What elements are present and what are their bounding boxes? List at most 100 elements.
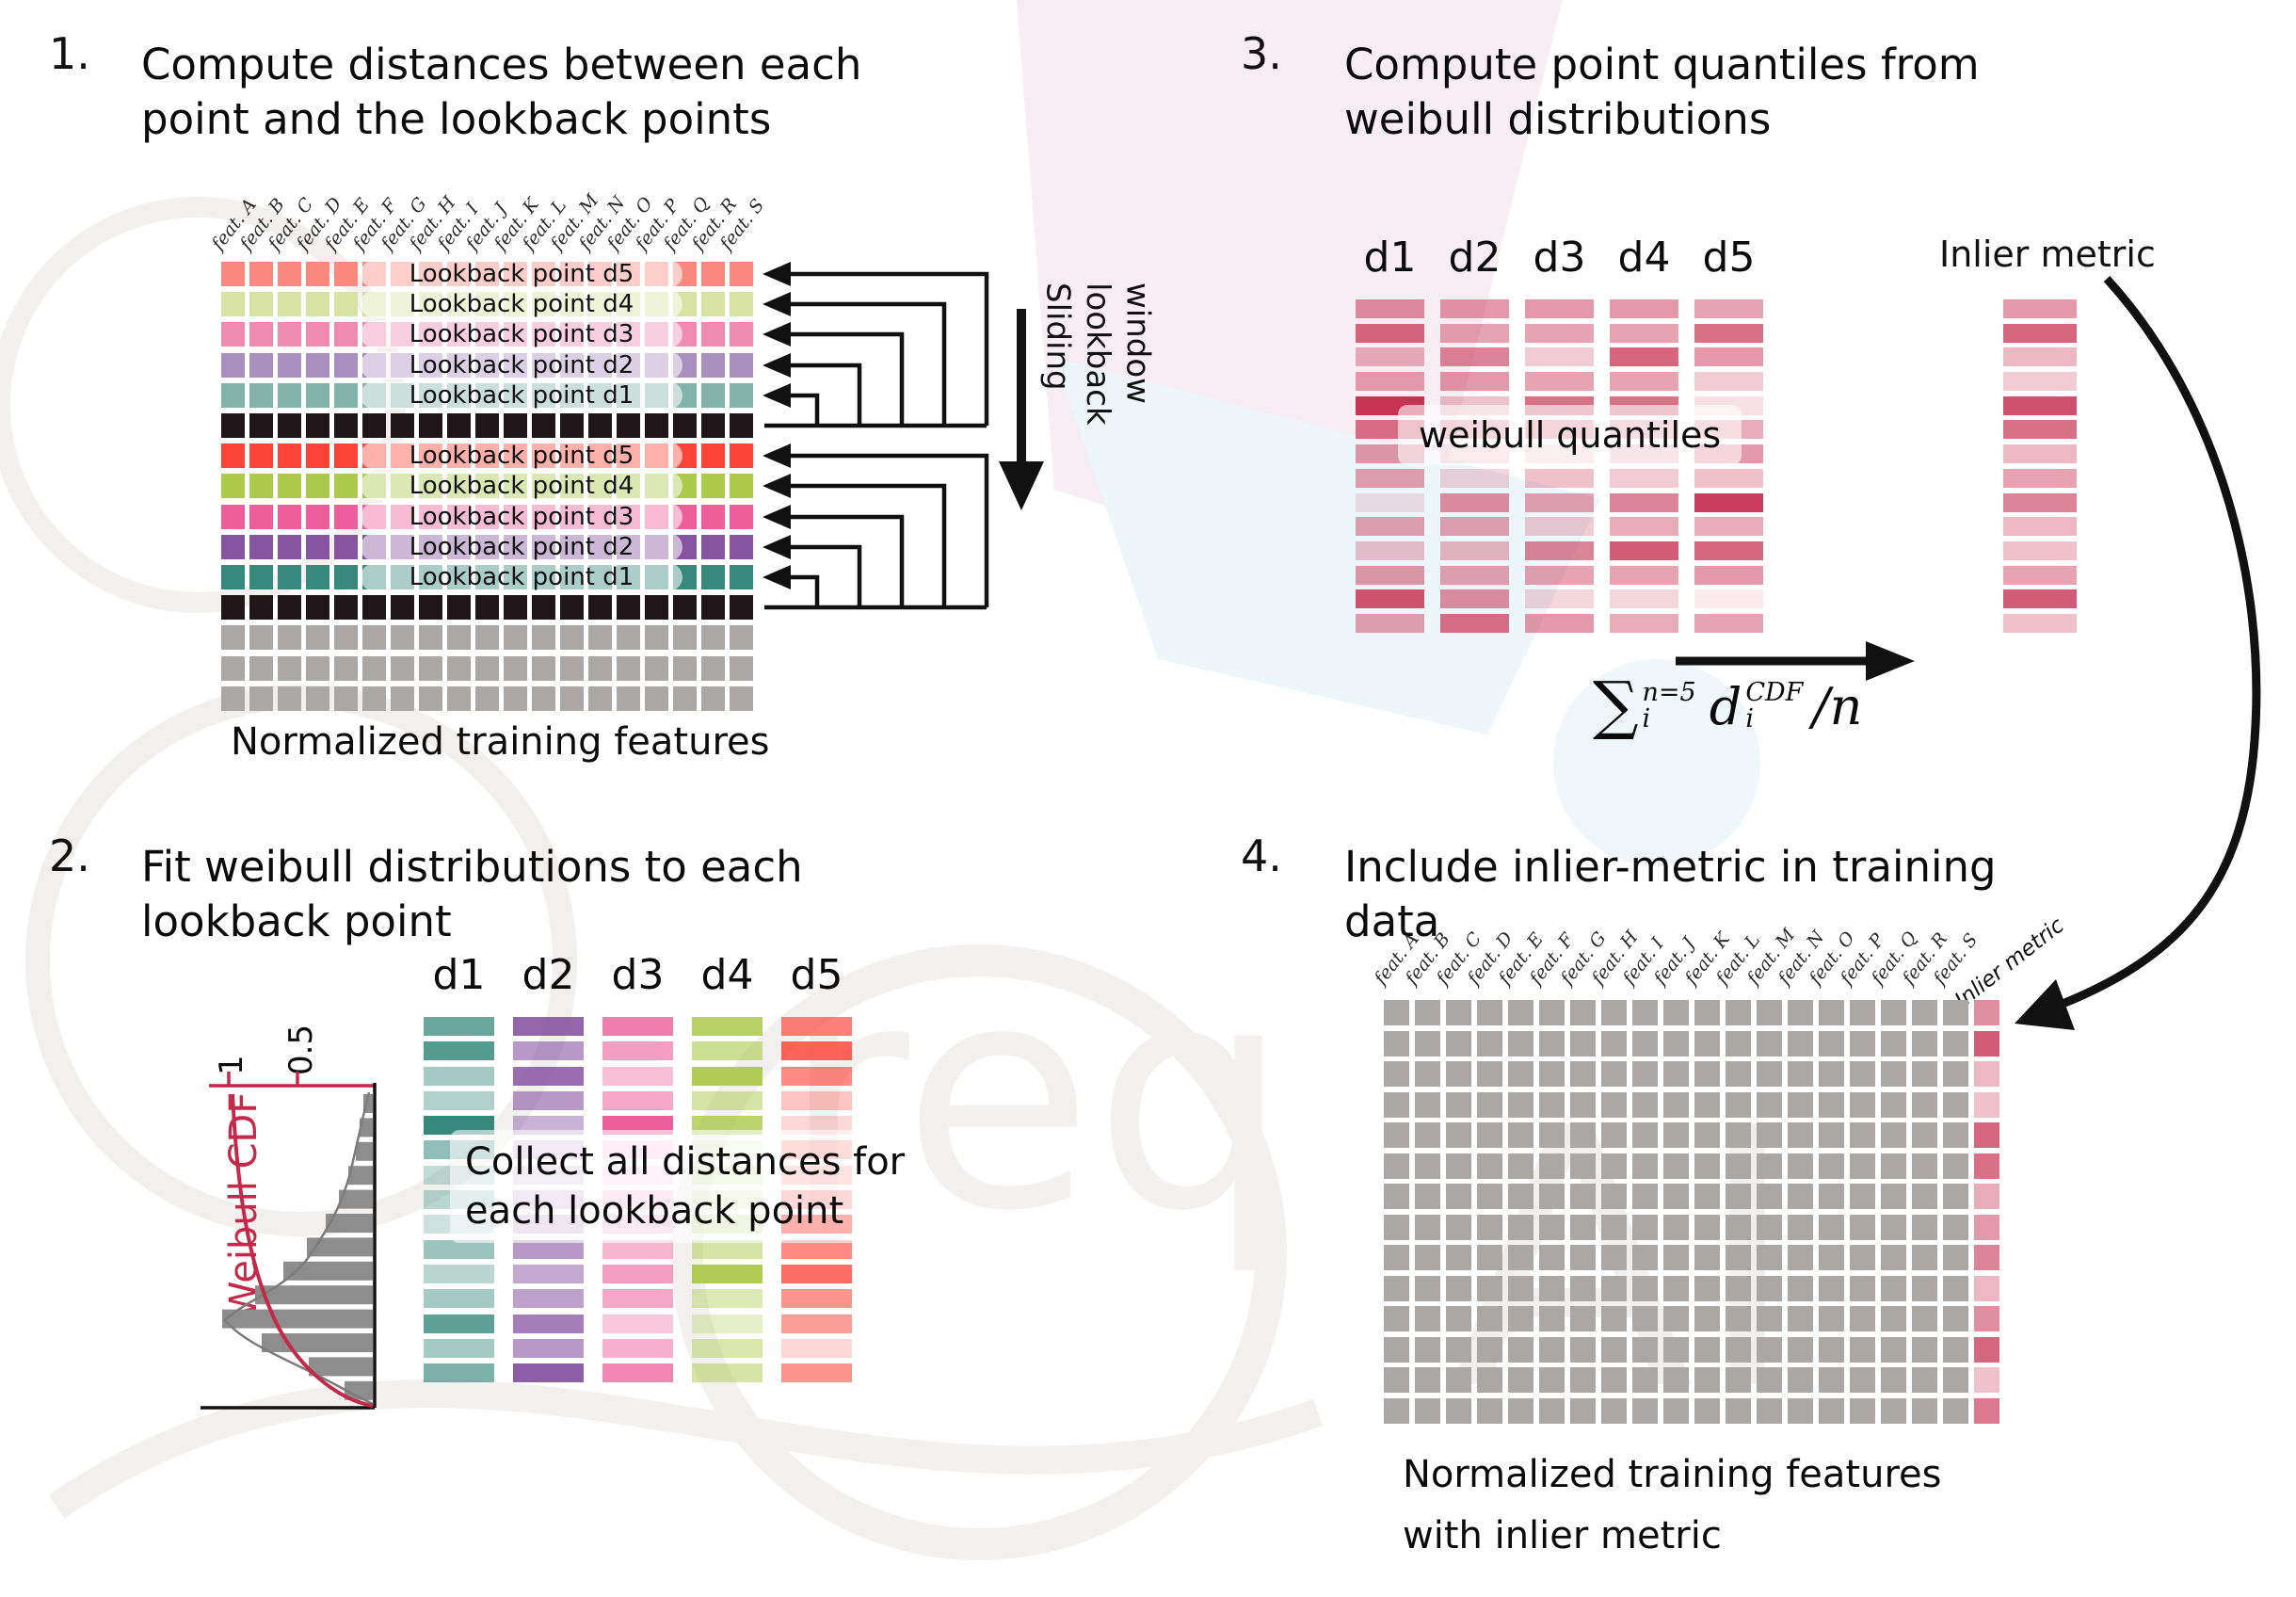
data-row <box>221 655 786 681</box>
feature-cell <box>1632 1153 1658 1179</box>
distance-bar <box>1440 492 1509 512</box>
data-row <box>221 595 786 621</box>
feature-cell <box>1415 1367 1440 1393</box>
column-header: d1 <box>1363 234 1417 282</box>
feature-cell <box>1726 1153 1751 1179</box>
feature-cell <box>701 262 725 286</box>
feature-cell <box>1477 1153 1502 1179</box>
distance-bar <box>1440 565 1509 585</box>
feature-cell <box>278 504 301 529</box>
feature-cell <box>730 262 753 286</box>
feature-cell <box>1632 1184 1658 1209</box>
feature-cell <box>1384 1153 1409 1179</box>
histogram-bar <box>307 1237 373 1257</box>
feature-cell <box>1694 1153 1720 1179</box>
feature-cell <box>1819 1214 1844 1240</box>
distance-bar <box>2003 299 2077 318</box>
feature-cell <box>1384 1214 1409 1240</box>
feature-cell <box>1912 1091 1937 1118</box>
feature-cell <box>532 655 555 681</box>
feature-cell <box>1446 1245 1471 1270</box>
distance-bar <box>1694 468 1763 488</box>
distance-bar <box>781 1314 852 1333</box>
feature-cell <box>1881 1000 1906 1025</box>
feature-cell <box>334 262 358 286</box>
feature-cell <box>249 625 273 651</box>
distance-bar <box>2003 444 2077 464</box>
feature-cell <box>1819 1367 1844 1393</box>
feature-cell <box>730 595 753 621</box>
feature-cell <box>306 474 329 499</box>
step-1-title: Compute distances between each point and… <box>141 38 861 146</box>
distance-bar <box>513 1363 584 1383</box>
distance-bar <box>781 1363 852 1383</box>
feature-cell <box>306 625 329 651</box>
distance-bar <box>1525 299 1594 318</box>
histogram-bar <box>283 1261 373 1281</box>
feature-cell <box>1819 1397 1844 1424</box>
step-4-number: 4. <box>1241 831 1282 881</box>
feature-cell <box>249 444 273 469</box>
feature-cell <box>1477 1214 1502 1240</box>
feature-cell <box>1912 1245 1937 1270</box>
feature-cell <box>1819 1184 1844 1209</box>
feature-cell <box>1601 1306 1627 1331</box>
feature-cell <box>278 352 301 378</box>
feature-cell <box>419 595 442 621</box>
feature-cell <box>1726 1306 1751 1331</box>
feature-cell <box>249 686 273 711</box>
feature-cell <box>1539 1306 1565 1331</box>
column-header: d3 <box>611 951 665 999</box>
feature-cell <box>278 292 301 317</box>
distance-bar <box>1610 299 1678 318</box>
inlier-cell <box>1974 1061 1999 1087</box>
lookback-row-label: Lookback point d4 <box>361 290 682 319</box>
feature-cell <box>278 686 301 711</box>
distance-bar <box>1694 492 1763 512</box>
distance-bar <box>781 1041 852 1061</box>
distance-bar <box>1610 468 1678 488</box>
distance-bar <box>1694 299 1763 318</box>
histogram-bar <box>339 1189 373 1209</box>
lookback-row: Lookback point d1 <box>221 380 786 410</box>
feature-cell <box>1694 1061 1720 1087</box>
distance-bar <box>781 1017 852 1036</box>
lookback-row: Lookback point d5 <box>221 260 786 288</box>
feature-cell <box>334 686 358 711</box>
feature-cell <box>278 595 301 621</box>
distance-bar <box>602 1338 673 1358</box>
distance-bar <box>1440 323 1509 343</box>
feature-cell <box>1726 1000 1751 1025</box>
feature-cell <box>560 413 584 438</box>
formula-variable: d <box>1709 676 1742 736</box>
p3-column-d2 <box>1440 299 1509 638</box>
feature-cell <box>701 352 725 378</box>
distance-bar <box>1610 347 1678 367</box>
feature-cell <box>1415 1061 1440 1087</box>
feature-cell <box>1819 1245 1844 1270</box>
feature-cell <box>1477 1030 1502 1057</box>
feature-cell <box>645 625 668 651</box>
distance-bar <box>1440 540 1509 560</box>
data-row <box>221 625 786 651</box>
feature-cell <box>504 686 527 711</box>
feature-cell <box>362 595 386 621</box>
feature-cell <box>1663 1153 1689 1179</box>
feature-cell <box>1663 1245 1689 1270</box>
feature-cell <box>306 534 329 559</box>
step-2-title-line1: Fit weibull distributions to each <box>141 842 803 892</box>
inlier-cell <box>1974 1153 1999 1179</box>
feature-cell <box>1943 1306 1968 1331</box>
feature-cell <box>1881 1214 1906 1240</box>
p1-training-grid: Lookback point d5 Lookback point d4 Lookba… <box>221 260 786 723</box>
feature-cell <box>1912 1397 1937 1424</box>
feature-cell <box>1446 1397 1471 1424</box>
feature-cell <box>475 686 499 711</box>
lookback-row: Lookback point d4 <box>221 290 786 319</box>
feature-cell <box>221 625 245 651</box>
feature-cell <box>249 262 273 286</box>
feature-cell <box>1570 1336 1596 1363</box>
feature-cell <box>391 413 414 438</box>
feature-cell <box>1726 1275 1751 1301</box>
feature-cell <box>1912 1000 1937 1025</box>
